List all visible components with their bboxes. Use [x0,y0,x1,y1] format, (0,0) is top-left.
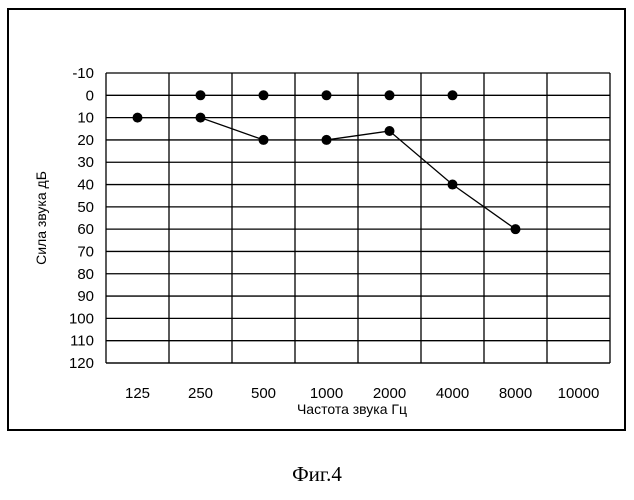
data-point [133,113,143,123]
y-tick-label: -10 [72,65,94,82]
data-point [448,90,458,100]
y-tick-label: 120 [69,355,94,372]
x-axis-label: Частота звука Гц [297,401,407,417]
y-tick-label: 50 [77,199,94,216]
y-tick-label: 0 [86,87,94,104]
data-point [322,90,332,100]
x-tick-label: 250 [188,385,213,402]
y-tick-label: 90 [77,288,94,305]
data-point [196,113,206,123]
data-point [385,90,395,100]
x-tick-label: 1000 [310,385,343,402]
audiogram-chart: -10 0 10 20 30 40 50 60 70 80 90 100 110 120 125 250 500… [0,0,634,440]
y-tick-label: 80 [77,266,94,283]
y-tick-label: 110 [70,333,94,350]
y-axis-label: Сила звука дБ [33,171,49,265]
y-tick-label: 60 [77,221,94,238]
y-tick-label: 40 [77,177,94,194]
y-tick-label: 20 [77,132,94,149]
data-point [385,126,395,136]
data-point [196,90,206,100]
data-point [511,224,521,234]
data-point [259,135,269,145]
data-point [259,90,269,100]
x-tick-label: 125 [125,385,150,402]
data-point [322,135,332,145]
data-point [448,180,458,190]
x-tick-label: 8000 [499,385,532,402]
y-tick-label: 10 [77,110,94,127]
x-tick-label: 4000 [436,385,469,402]
x-tick-label: 10000 [558,385,600,402]
x-tick-label: 500 [251,385,276,402]
y-tick-label: 70 [77,243,94,260]
y-tick-label: 30 [77,154,94,171]
y-tick-label: 100 [69,310,94,327]
figure-caption: Фиг.4 [0,462,634,487]
x-tick-label: 2000 [373,385,406,402]
